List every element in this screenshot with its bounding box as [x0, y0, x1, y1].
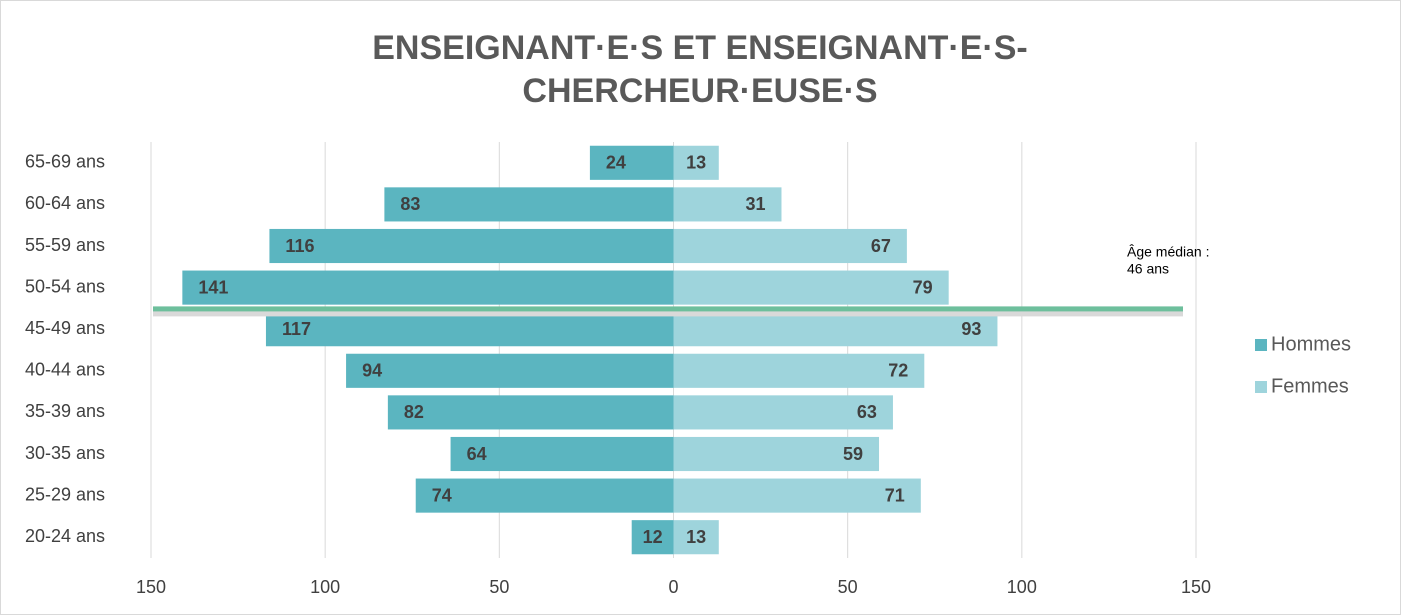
legend-swatch: [1255, 381, 1267, 393]
bar: [631, 520, 674, 555]
y-tick-label: 55-59 ans: [25, 235, 105, 255]
bar: [673, 145, 719, 180]
bar: [182, 270, 674, 305]
bar: [589, 145, 674, 180]
y-tick-label: 20-24 ans: [25, 526, 105, 546]
data-label: 116: [285, 236, 314, 256]
data-label: 93: [961, 319, 981, 339]
data-label: 117: [282, 319, 311, 339]
bar: [265, 312, 674, 347]
data-label: 67: [871, 236, 891, 256]
data-label: 141: [198, 277, 228, 297]
data-label: 31: [745, 194, 765, 214]
legend-label: Femmes: [1271, 375, 1349, 397]
bar: [673, 395, 893, 430]
data-label: 64: [467, 444, 487, 464]
annotation: Âge médian :: [1127, 244, 1210, 260]
data-label: 72: [888, 361, 908, 381]
data-label: 59: [843, 444, 863, 464]
x-tick-label: 0: [668, 577, 678, 597]
data-label: 13: [686, 153, 706, 173]
bar: [346, 353, 674, 388]
bar: [673, 270, 949, 305]
bar: [673, 520, 719, 555]
median-line: [153, 306, 1183, 312]
annotation: 46 ans: [1127, 261, 1169, 277]
median-line-shadow: [153, 309, 1183, 317]
bar: [415, 478, 674, 513]
data-label: 74: [432, 485, 452, 505]
data-label: 79: [913, 277, 933, 297]
data-label: 63: [857, 402, 877, 422]
y-tick-label: 25-29 ans: [25, 484, 105, 504]
x-tick-label: 100: [310, 577, 340, 597]
y-tick-label: 60-64 ans: [25, 193, 105, 213]
bar: [450, 436, 674, 472]
data-label: 24: [606, 153, 626, 173]
data-label: 12: [643, 527, 663, 547]
y-tick-label: 50-54 ans: [25, 276, 105, 296]
legend-swatch: [1255, 339, 1267, 351]
y-tick-label: 35-39 ans: [25, 401, 105, 421]
data-label: 13: [686, 527, 706, 547]
bar: [673, 353, 925, 388]
y-tick-label: 45-49 ans: [25, 318, 105, 338]
bar: [387, 395, 674, 430]
x-tick-label: 50: [489, 577, 509, 597]
x-tick-label: 100: [1007, 577, 1037, 597]
bar: [269, 228, 674, 264]
bar: [673, 187, 782, 222]
chart-title: CHERCHEUR·EUSE·S: [522, 72, 877, 110]
y-tick-label: 30-35 ans: [25, 443, 105, 463]
bar: [673, 436, 880, 472]
data-label: 82: [404, 402, 424, 422]
chart-title: ENSEIGNANT·E·S ET ENSEIGNANT·E·S-: [372, 29, 1027, 67]
bar: [673, 228, 907, 264]
data-label: 71: [885, 485, 905, 505]
y-tick-label: 65-69 ans: [25, 152, 105, 172]
y-tick-label: 40-44 ans: [25, 360, 105, 380]
bar: [673, 478, 921, 513]
data-label: 94: [362, 361, 382, 381]
x-tick-label: 50: [838, 577, 858, 597]
x-tick-label: 150: [136, 577, 166, 597]
legend-label: Hommes: [1271, 333, 1351, 355]
data-label: 83: [400, 194, 420, 214]
bar: [673, 312, 998, 347]
bar: [384, 187, 674, 222]
x-tick-label: 150: [1181, 577, 1211, 597]
